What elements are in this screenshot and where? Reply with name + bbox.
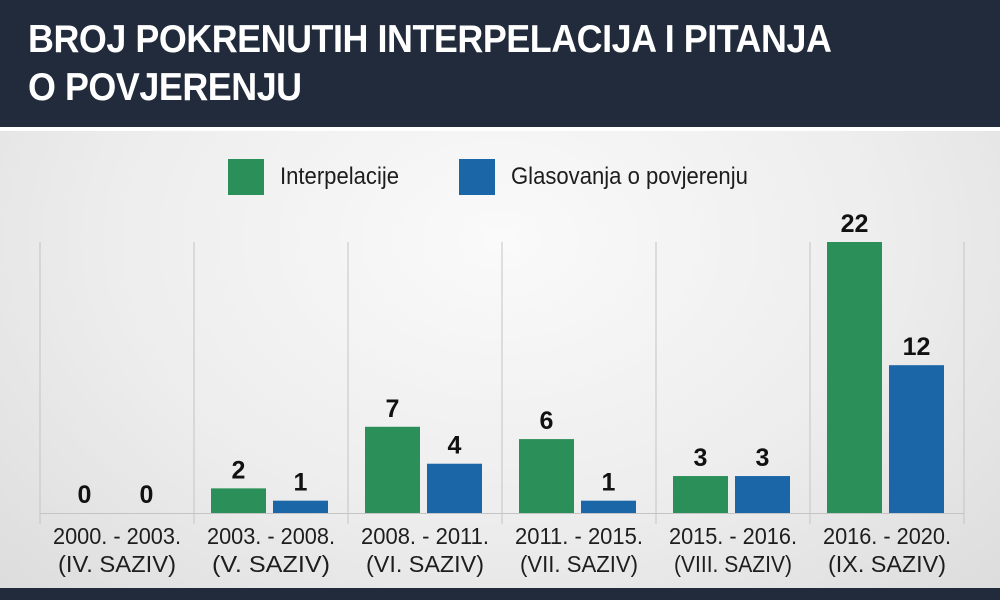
data-label: 4	[448, 432, 462, 460]
data-label: 0	[78, 481, 92, 509]
chart-title-line-2: O POVJERENJU	[28, 66, 302, 109]
data-label: 2	[232, 456, 246, 484]
data-label: 22	[841, 210, 869, 238]
bar-interpelacije	[365, 426, 420, 513]
data-label: 3	[756, 444, 770, 472]
bar-glasovanja	[735, 476, 790, 513]
header-bar: BROJ POKRENUTIH INTERPELACIJA I PITANJA …	[0, 0, 1000, 127]
data-label: 0	[140, 481, 154, 509]
data-label: 1	[602, 469, 616, 497]
category-label: (VI. SAZIV)	[366, 551, 484, 577]
bar-interpelacije	[519, 439, 574, 513]
bar-interpelacije	[827, 242, 882, 513]
category-label: (VII. SAZIV)	[520, 551, 638, 577]
category-label: 2003. - 2008.	[207, 523, 335, 549]
legend-label-interpelacije: Interpelacije	[280, 163, 400, 190]
category-label: 2016. - 2020.	[823, 523, 951, 549]
bar-glasovanja	[889, 365, 944, 513]
category-label: (VIII. SAZIV)	[674, 551, 792, 577]
bar-glasovanja	[581, 500, 636, 513]
data-label: 7	[386, 395, 400, 423]
category-label: (IX. SAZIV)	[828, 551, 946, 577]
category-label: 2008. - 2011.	[361, 523, 489, 549]
bar-interpelacije	[673, 476, 728, 513]
category-label: 2000. - 2003.	[53, 523, 181, 549]
data-label: 6	[540, 407, 554, 435]
category-label: 2015. - 2016.	[669, 523, 797, 549]
bar-glasovanja	[427, 463, 482, 513]
data-label: 3	[694, 444, 708, 472]
category-label: (V. SAZIV)	[212, 551, 330, 577]
category-label: (IV. SAZIV)	[58, 551, 176, 577]
category-label: 2011. - 2015.	[515, 523, 643, 549]
header-divider	[0, 127, 1000, 131]
chart-title-line-1: BROJ POKRENUTIH INTERPELACIJA I PITANJA	[28, 18, 832, 61]
legend-swatch-glasovanja	[459, 159, 495, 195]
footer-bar	[0, 588, 1000, 600]
legend-label-glasovanja: Glasovanja o povjerenju	[511, 163, 748, 190]
data-label: 1	[294, 469, 308, 497]
bar-interpelacije	[211, 488, 266, 513]
legend-swatch-interpelacije	[228, 159, 264, 195]
bar-glasovanja	[273, 500, 328, 513]
data-label: 12	[903, 333, 931, 361]
